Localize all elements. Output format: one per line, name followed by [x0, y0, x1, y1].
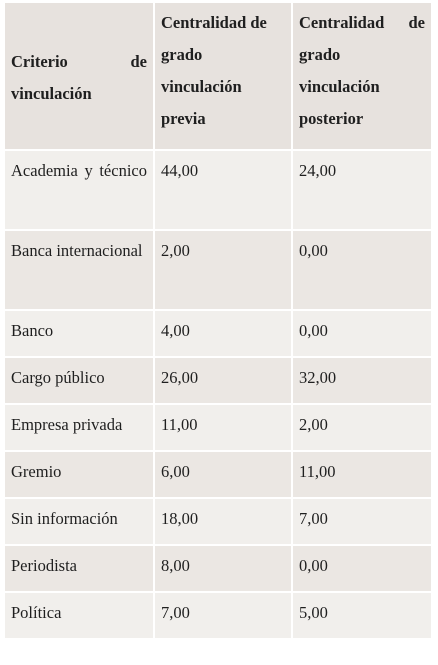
- column-header-criterio: Criterio de vinculación: [5, 3, 153, 149]
- cell-previa: 11,00: [155, 405, 291, 450]
- cell-criterio: Política: [5, 593, 153, 638]
- cell-posterior: 7,00: [293, 499, 431, 544]
- cell-previa: 2,00: [155, 231, 291, 309]
- cell-posterior: 2,00: [293, 405, 431, 450]
- column-header-posterior: Centralidad de grado vinculación posteri…: [293, 3, 431, 149]
- cell-previa: 18,00: [155, 499, 291, 544]
- table-row: Gremio 6,00 11,00: [5, 452, 431, 497]
- cell-previa: 4,00: [155, 311, 291, 356]
- cell-previa: 8,00: [155, 546, 291, 591]
- cell-posterior: 5,00: [293, 593, 431, 638]
- cell-posterior: 32,00: [293, 358, 431, 403]
- cell-criterio: Cargo público: [5, 358, 153, 403]
- cell-previa: 26,00: [155, 358, 291, 403]
- cell-criterio: Periodista: [5, 546, 153, 591]
- table-row: Cargo público 26,00 32,00: [5, 358, 431, 403]
- cell-posterior: 0,00: [293, 546, 431, 591]
- table-row: Empresa privada 11,00 2,00: [5, 405, 431, 450]
- cell-criterio: Academia y técnico: [5, 151, 153, 229]
- cell-criterio: Gremio: [5, 452, 153, 497]
- data-table: Criterio de vinculación Centralidad de g…: [3, 1, 433, 640]
- cell-posterior: 24,00: [293, 151, 431, 229]
- cell-criterio: Empresa privada: [5, 405, 153, 450]
- column-header-previa: Centralidad de grado vinculación previa: [155, 3, 291, 149]
- cell-criterio: Banco: [5, 311, 153, 356]
- table-row: Banco 4,00 0,00: [5, 311, 431, 356]
- table-row: Banca internacional 2,00 0,00: [5, 231, 431, 309]
- cell-previa: 7,00: [155, 593, 291, 638]
- cell-posterior: 0,00: [293, 311, 431, 356]
- cell-previa: 44,00: [155, 151, 291, 229]
- table-row: Sin información 18,00 7,00: [5, 499, 431, 544]
- header-row: Criterio de vinculación Centralidad de g…: [5, 3, 431, 149]
- cell-previa: 6,00: [155, 452, 291, 497]
- table-row: Academia y técnico 44,00 24,00: [5, 151, 431, 229]
- table-row: Periodista 8,00 0,00: [5, 546, 431, 591]
- cell-criterio: Sin información: [5, 499, 153, 544]
- cell-posterior: 0,00: [293, 231, 431, 309]
- table-row: Política 7,00 5,00: [5, 593, 431, 638]
- cell-posterior: 11,00: [293, 452, 431, 497]
- cell-criterio: Banca internacional: [5, 231, 153, 309]
